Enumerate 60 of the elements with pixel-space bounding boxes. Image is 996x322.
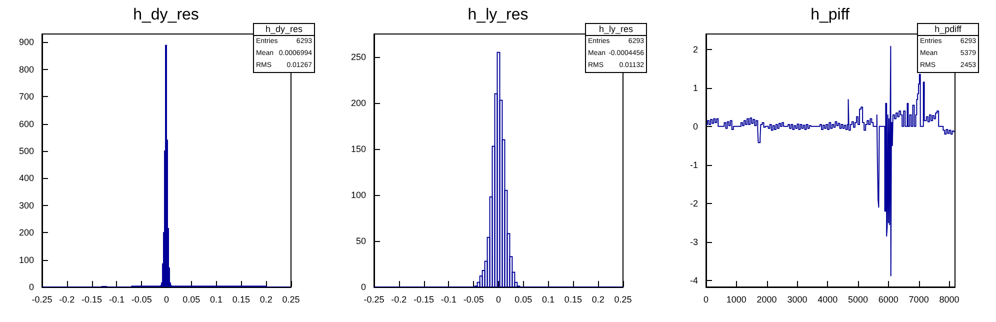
chart-title: h_ly_res [468,6,528,24]
x-tick-label: 1000 [726,294,746,304]
x-tick-label: -0.05 [131,294,152,304]
x-tick-label: 8000 [939,294,960,304]
y-tick-label: 100 [18,254,34,265]
y-tick-label: 900 [18,37,34,48]
x-tick-label: -0.15 [82,294,102,304]
y-tick-label: -4 [690,275,698,286]
y-tick-label: 250 [350,52,366,62]
x-tick-label: 0 [164,294,170,304]
text: h_dy_res [254,24,314,36]
y-tick-label: 300 [18,200,34,210]
x-tick-label: 0.1 [542,294,555,304]
y-tick-label: 0 [360,282,366,292]
x-tick-label: 0.15 [564,294,582,304]
x-tick-label: -0.25 [364,294,384,304]
y-tick-label: 0 [28,282,34,292]
x-tick-label: 2000 [756,294,777,304]
x-tick-label: 0.25 [282,294,300,304]
y-tick-label: 600 [18,118,34,129]
y-tick-label: 200 [350,98,366,108]
y-tick-label: -1 [690,160,698,170]
text: h_pdiff [918,24,978,36]
x-tick-label: -0.2 [391,294,407,304]
x-tick-label: -0.1 [108,294,124,304]
y-tick-label: 50 [356,236,366,246]
text: h_ly_res [586,24,646,36]
x-tick-label: 0.05 [182,294,200,304]
y-tick-label: 400 [18,173,34,184]
chart-title: h_piff [810,6,850,24]
x-tick-label: 0.25 [614,294,632,304]
x-tick-label: -0.1 [440,294,456,304]
chart-title: h_dy_res [133,6,199,24]
y-tick-label: 0 [692,121,698,132]
x-tick-label: 0.1 [210,294,223,304]
y-tick-label: 100 [350,190,366,200]
y-tick-label: 150 [350,144,366,154]
x-tick-label: 0 [496,294,502,304]
y-tick-label: 700 [18,92,34,102]
y-tick-label: 1 [692,82,698,93]
x-tick-label: 0.2 [592,294,604,304]
x-tick-label: -0.15 [414,294,434,304]
x-tick-label: -0.05 [463,294,484,304]
x-tick-label: 0 [703,294,709,304]
x-tick-label: 6000 [878,294,898,304]
y-tick-label: 500 [18,146,34,156]
x-tick-label: 0.15 [232,294,250,304]
y-tick-label: 2 [692,44,698,54]
y-tick-label: 800 [18,64,34,74]
x-tick-label: 4000 [818,294,838,304]
y-tick-label: 200 [18,228,34,238]
x-tick-label: 7000 [908,294,929,304]
x-tick-label: 0.05 [514,294,532,304]
y-tick-label: -2 [690,198,698,208]
x-tick-label: 3000 [787,294,808,304]
x-tick-label: -0.25 [32,294,52,304]
y-tick-label: -3 [690,236,698,247]
x-tick-label: -0.2 [59,294,75,304]
x-tick-label: 0.2 [260,294,272,304]
x-tick-label: 5000 [848,294,868,304]
